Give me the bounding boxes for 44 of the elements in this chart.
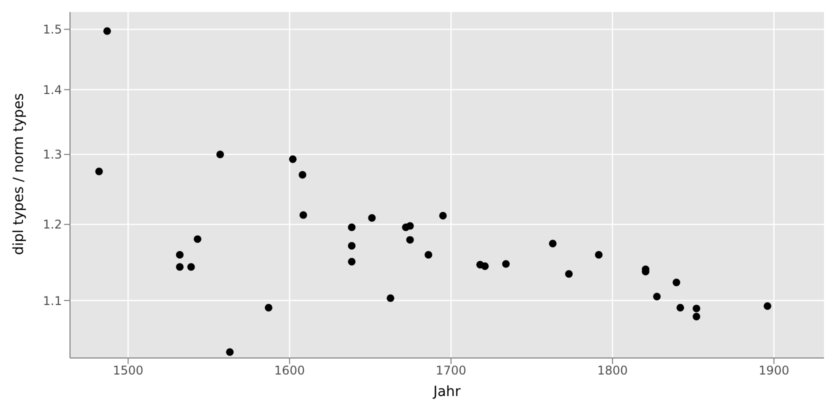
point bbox=[548, 240, 557, 248]
point bbox=[264, 304, 272, 312]
point bbox=[406, 222, 414, 230]
x-tick-label: 1700 bbox=[436, 364, 466, 378]
point bbox=[187, 263, 195, 271]
y-tick-label: 1.5 bbox=[42, 22, 62, 37]
point bbox=[216, 150, 224, 158]
point bbox=[103, 27, 111, 35]
point bbox=[298, 171, 306, 179]
point bbox=[692, 304, 700, 312]
y-tick-label: 1.4 bbox=[42, 82, 62, 97]
point bbox=[653, 292, 661, 300]
y-tick-label: 1.2 bbox=[42, 218, 62, 232]
point bbox=[300, 211, 308, 219]
y-tick-label: 1.1 bbox=[42, 294, 62, 308]
x-tick-label: 1800 bbox=[597, 364, 628, 378]
point bbox=[764, 302, 772, 310]
point bbox=[194, 235, 202, 243]
point bbox=[672, 278, 680, 286]
point bbox=[289, 155, 297, 163]
point bbox=[594, 251, 603, 259]
point bbox=[565, 270, 573, 278]
point bbox=[368, 214, 376, 222]
point bbox=[439, 212, 447, 220]
point bbox=[348, 242, 356, 250]
point bbox=[502, 260, 510, 268]
point bbox=[176, 251, 184, 259]
point bbox=[692, 312, 700, 320]
x-axis-title: Jahr bbox=[432, 384, 461, 400]
point bbox=[348, 224, 356, 232]
point bbox=[386, 294, 394, 302]
x-tick-label: 1600 bbox=[274, 364, 305, 378]
point bbox=[348, 258, 356, 266]
point bbox=[176, 263, 184, 271]
point bbox=[406, 236, 414, 244]
point bbox=[226, 348, 234, 356]
point bbox=[676, 304, 684, 312]
point bbox=[424, 251, 432, 259]
y-axis-title: dipl types / norm types bbox=[10, 93, 27, 255]
point bbox=[481, 262, 489, 270]
point bbox=[95, 168, 103, 176]
x-tick-label: 1500 bbox=[112, 364, 144, 378]
y-tick-label: 1.3 bbox=[42, 148, 62, 162]
x-tick-label: 1900 bbox=[758, 364, 790, 378]
